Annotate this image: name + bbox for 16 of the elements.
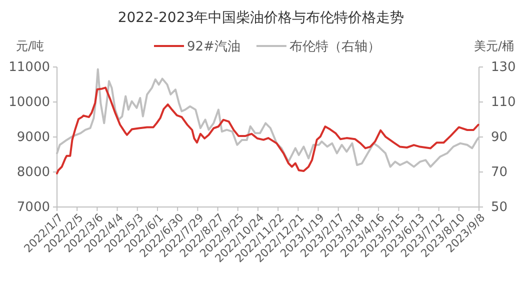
y2-tick-label: 110 bbox=[491, 95, 516, 110]
y-axis-title: 元/吨 bbox=[16, 39, 44, 53]
legend-label: 布伦特（右轴） bbox=[289, 40, 380, 54]
y2-tick-label: 70 bbox=[491, 165, 508, 180]
y2-tick-label: 50 bbox=[491, 200, 508, 216]
y2-axis-title: 美元/桶 bbox=[474, 39, 514, 53]
y-tick-label: 9000 bbox=[16, 130, 50, 146]
y-tick-label: 7000 bbox=[16, 200, 50, 216]
y2-tick-label: 130 bbox=[491, 60, 516, 76]
line-series bbox=[56, 86, 480, 174]
y-tick-label: 10000 bbox=[8, 95, 50, 110]
legend-label: 92#汽油 bbox=[187, 40, 240, 54]
y2-tick-label: 90 bbox=[491, 130, 508, 146]
y-tick-label: 11000 bbox=[8, 60, 50, 76]
chart-title: 2022-2023年中国柴油价格与布伦特价格走势 bbox=[118, 10, 404, 26]
y-tick-label: 8000 bbox=[16, 165, 50, 180]
